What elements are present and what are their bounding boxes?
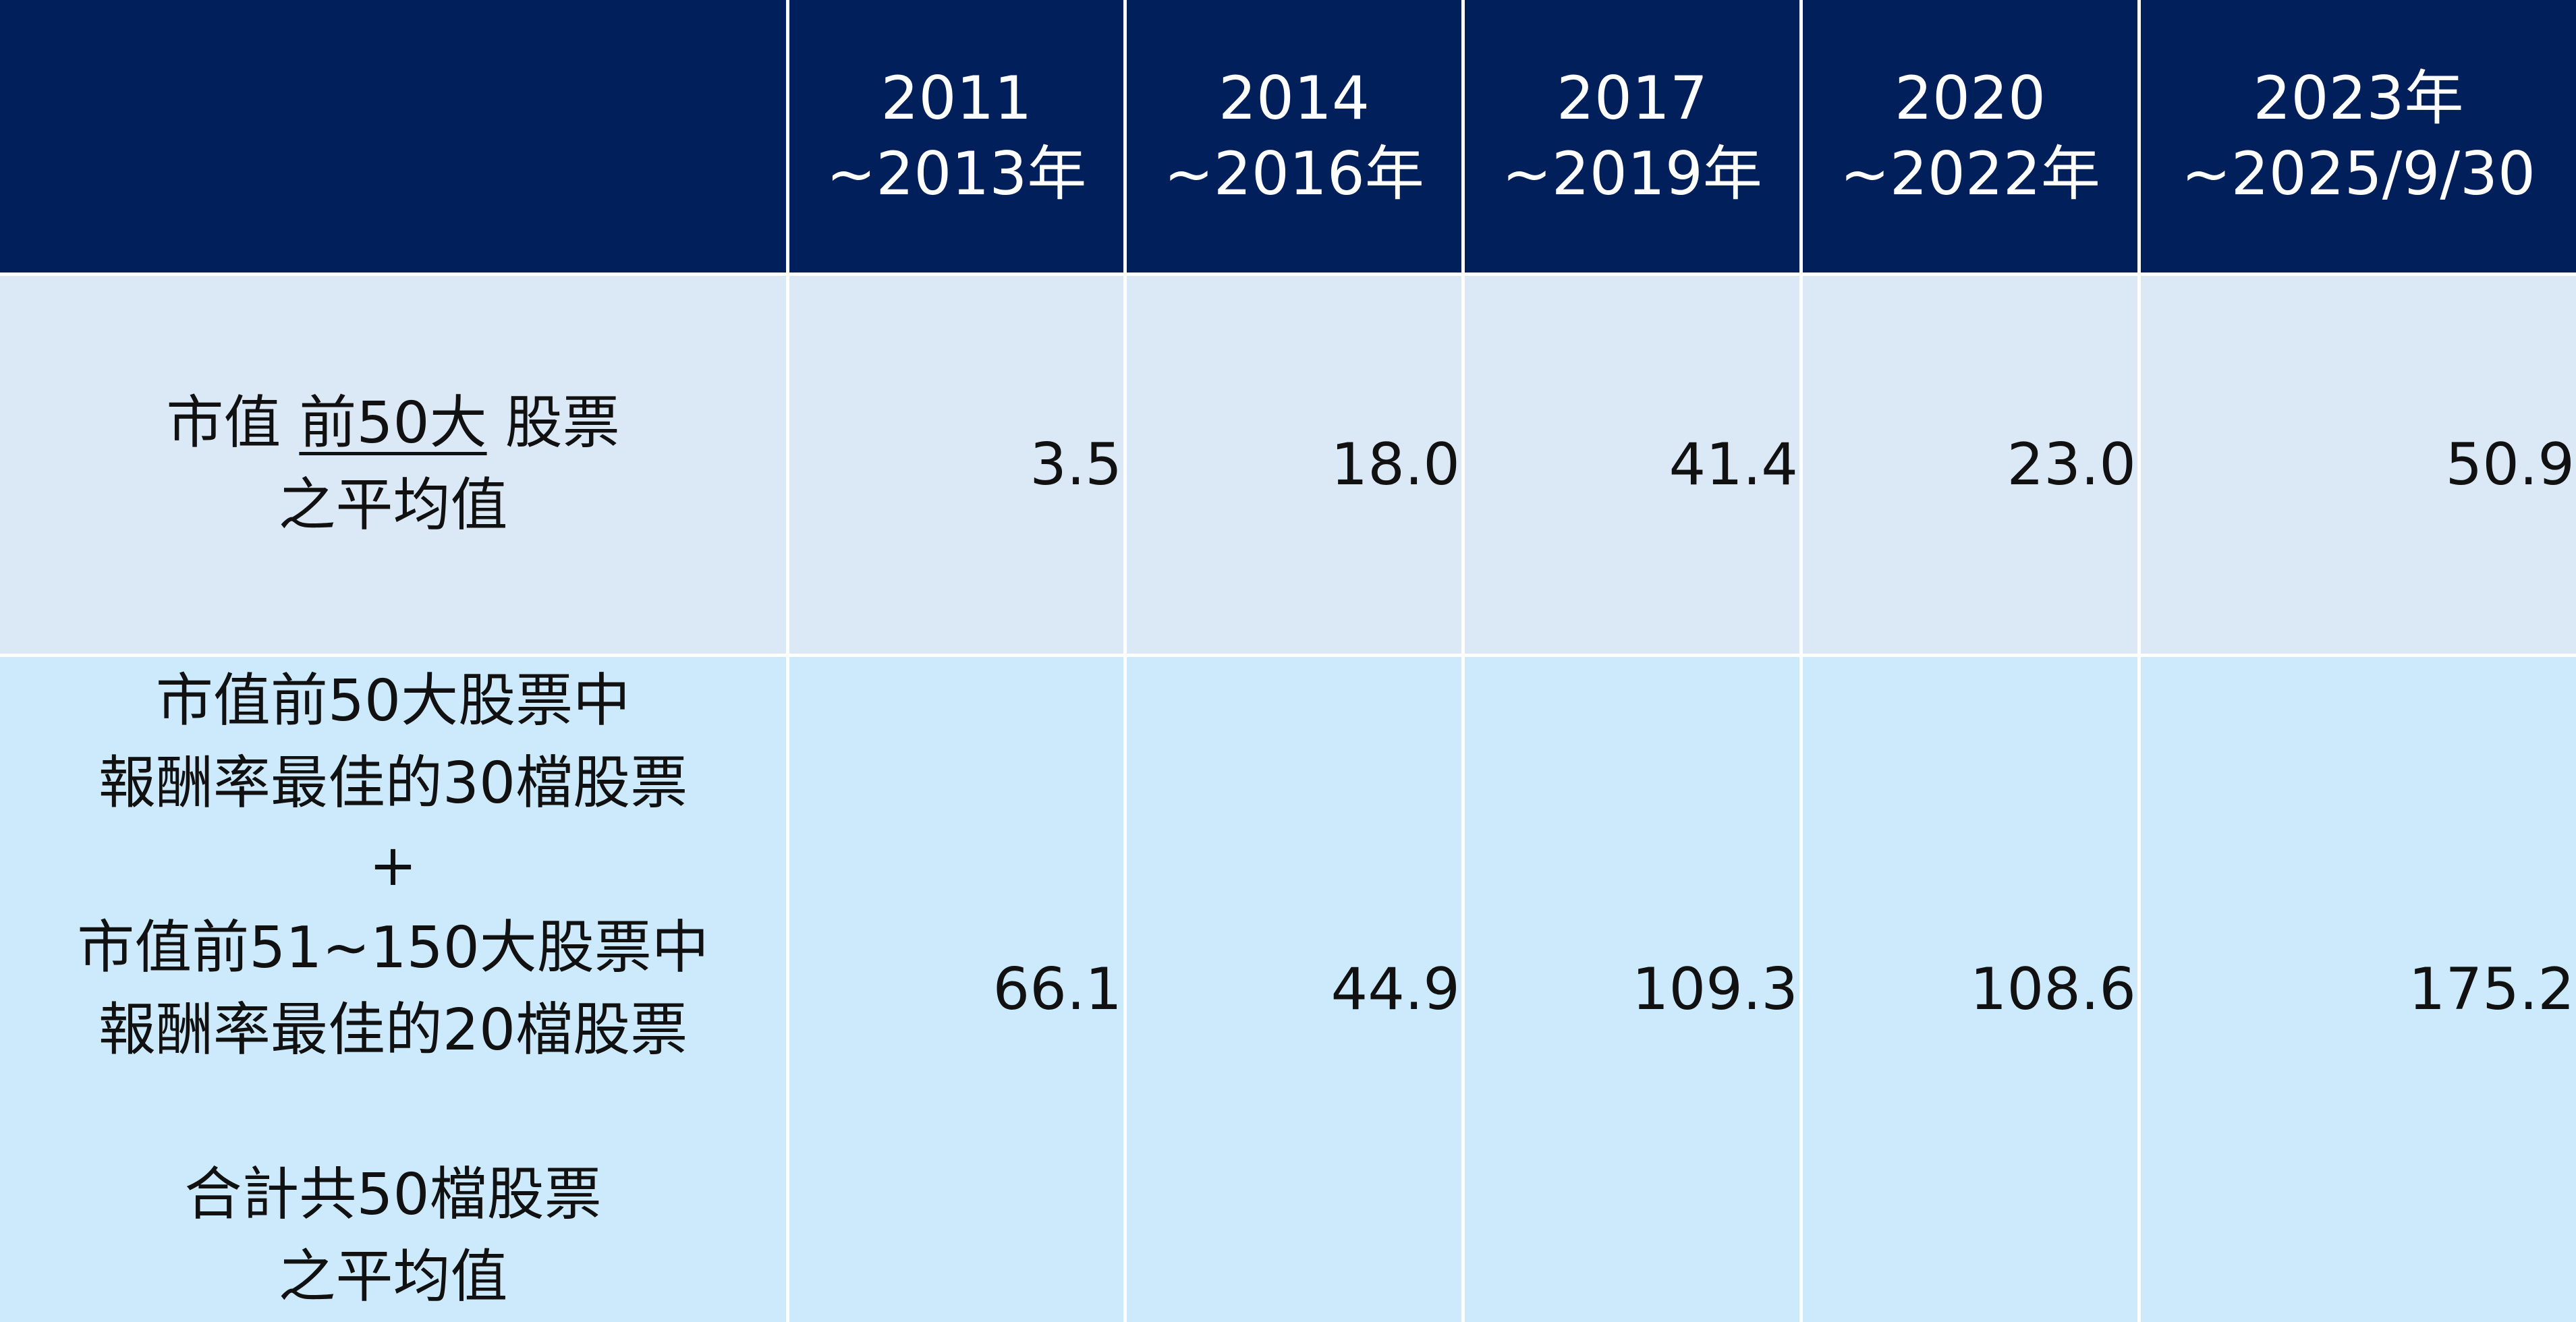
value-cell: 108.6 [1803, 657, 2141, 1322]
header-period-2020-2022: 2020 ~2022年 [1803, 0, 2141, 276]
value-text: 3.5 [1030, 431, 1122, 498]
header-line: 2023年 [2253, 63, 2464, 133]
label-text: 市值 [166, 390, 300, 457]
value-text: 18.0 [1331, 431, 1460, 498]
header-line: ~2019年 [1502, 139, 1762, 208]
value-text: 66.1 [992, 956, 1122, 1023]
header-period-2011-2013: 2011 ~2013年 [789, 0, 1127, 276]
row-label-top50-average: 市值 前50大 股票 之平均值 [0, 276, 789, 657]
label-spacer [77, 1072, 709, 1154]
label-text: 股票 [486, 390, 620, 457]
header-line: ~2016年 [1164, 139, 1424, 208]
value-text: 23.0 [2007, 431, 2136, 498]
header-line: 2017 [1557, 63, 1708, 133]
value-text: 109.3 [1631, 956, 1798, 1023]
value-cell: 109.3 [1465, 657, 1803, 1322]
row-label-line: 之平均值 [278, 1244, 508, 1311]
label-underlined-text: 前50大 [299, 390, 487, 457]
row-label-line: 合計共50檔股票 [184, 1161, 602, 1228]
value-text: 108.6 [1969, 956, 2136, 1023]
header-period-2023-2025: 2023年 ~2025/9/30 [2141, 0, 2576, 276]
header-line: 2014 [1219, 63, 1370, 133]
row-label-line: + [368, 832, 418, 899]
row-label-combined-50-average: 市值前50大股票中 報酬率最佳的30檔股票 + 市值前51~150大股票中 報酬… [0, 657, 789, 1322]
header-line: ~2025/9/30 [2181, 139, 2536, 208]
row-label-line: 報酬率最佳的20檔股票 [98, 997, 688, 1064]
value-text: 44.9 [1331, 956, 1460, 1023]
row-label-line: 報酬率最佳的30檔股票 [98, 750, 688, 817]
value-cell: 41.4 [1465, 276, 1803, 657]
header-line: 2020 [1895, 63, 2046, 133]
row-label-line: 市值前50大股票中 [155, 668, 631, 735]
row-label-line: 市值前51~150大股票中 [77, 915, 709, 981]
value-cell: 66.1 [789, 657, 1127, 1322]
value-text: 175.2 [2408, 956, 2575, 1023]
header-corner-cell [0, 0, 789, 276]
value-cell: 175.2 [2141, 657, 2576, 1322]
header-period-2017-2019: 2017 ~2019年 [1465, 0, 1803, 276]
header-line: ~2022年 [1840, 139, 2100, 208]
value-cell: 3.5 [789, 276, 1127, 657]
header-line: 2011 [880, 63, 1032, 133]
value-text: 41.4 [1669, 431, 1798, 498]
row-label-line: 市值 前50大 股票 [166, 382, 619, 465]
row-label-line: 之平均值 [278, 472, 508, 539]
value-text: 50.9 [2445, 431, 2575, 498]
value-cell: 23.0 [1803, 276, 2141, 657]
value-cell: 44.9 [1127, 657, 1465, 1322]
value-cell: 50.9 [2141, 276, 2576, 657]
header-line: ~2013年 [826, 139, 1087, 208]
value-cell: 18.0 [1127, 276, 1465, 657]
header-period-2014-2016: 2014 ~2016年 [1127, 0, 1465, 276]
